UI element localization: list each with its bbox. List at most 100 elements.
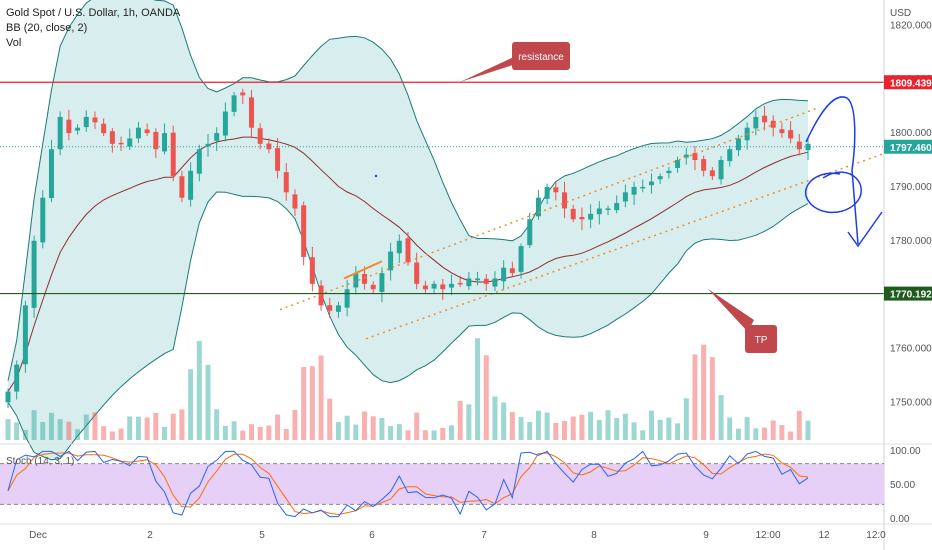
drawing-loop	[805, 171, 862, 214]
candle-body	[40, 197, 46, 243]
time-axis-tick: 2	[147, 530, 153, 541]
volume-bar	[501, 402, 507, 440]
candle-body	[448, 283, 454, 288]
volume-bar	[92, 412, 98, 440]
candle-body	[240, 92, 246, 96]
volume-bar	[205, 364, 211, 440]
stoch-d-line	[7, 452, 809, 516]
resistance-callout-pointer	[460, 56, 516, 82]
volume-bar	[770, 420, 776, 440]
candle-body	[788, 130, 794, 139]
candle-body	[735, 138, 741, 151]
candle-body	[266, 143, 272, 150]
volume-bar	[379, 417, 385, 440]
candle-body	[231, 95, 237, 112]
volume-bar	[457, 400, 463, 440]
volume-bar	[144, 417, 150, 440]
volume-bar	[648, 410, 654, 440]
tp-callout-pointer	[708, 289, 754, 332]
volume-bar	[744, 417, 750, 440]
candle-body	[92, 117, 98, 123]
volume-bar	[309, 366, 315, 440]
candle-body	[779, 129, 785, 134]
volume-bar	[614, 418, 620, 440]
candle-body	[562, 192, 568, 209]
last-price-tag-text: 1797.460	[890, 143, 932, 154]
volume-bar	[14, 422, 20, 440]
volume-bar	[431, 430, 437, 440]
bb-upper-line	[7, 0, 809, 381]
bb-lower-line	[7, 191, 809, 461]
volume-bar	[701, 344, 707, 440]
volume-bar	[692, 354, 698, 440]
candle-body	[109, 131, 115, 144]
candle-body	[214, 133, 220, 141]
candle-body	[431, 283, 437, 289]
stoch-axis-tick: 0.00	[890, 514, 910, 525]
last-price-tag-box	[884, 139, 932, 154]
candle-body	[170, 132, 176, 177]
price-axis-tick: 1800.000	[890, 128, 932, 139]
volume-bar	[483, 355, 489, 440]
volume-bar	[579, 414, 585, 440]
volume-bar	[605, 410, 611, 440]
vol-indicator-label[interactable]: Vol	[6, 37, 22, 49]
stoch-band-fill	[0, 463, 884, 505]
price-axis-tick: 1750.000	[890, 397, 932, 408]
volume-bar	[257, 426, 263, 440]
price-axis-tick: 1760.000	[890, 343, 932, 354]
resistance-price-tag-text: 1809.439	[890, 78, 932, 89]
candle-body	[457, 282, 463, 285]
candle-body	[466, 278, 472, 287]
candle-body	[414, 262, 420, 284]
bb-indicator-label[interactable]: BB (20, close, 2)	[6, 22, 88, 34]
volume-bar	[753, 428, 759, 440]
volume-bar	[127, 416, 133, 440]
volume-bar	[588, 411, 594, 440]
candle-body	[83, 116, 89, 128]
price-axis-tick: 1820.000	[890, 20, 932, 31]
candle-body	[405, 238, 411, 263]
volume-bar	[57, 419, 63, 440]
candle-body	[188, 170, 194, 200]
volume-bar	[266, 425, 272, 440]
candle-body	[640, 186, 646, 189]
volume-bar	[683, 398, 689, 440]
candle-body	[248, 97, 254, 128]
symbol-title[interactable]: Gold Spot / U.S. Dollar, 1h, OANDA	[6, 7, 181, 19]
candle-body	[283, 172, 289, 193]
candle-body	[753, 116, 759, 129]
candle-body	[153, 131, 159, 150]
volume-bar	[344, 415, 350, 440]
volume-bar	[562, 421, 568, 440]
volume-bar	[31, 410, 37, 440]
candle-body	[422, 285, 428, 290]
volume-bar	[22, 430, 28, 440]
volume-bar	[170, 413, 176, 440]
tp-callout-label: TP	[755, 335, 768, 346]
candle-body	[344, 289, 350, 308]
volume-bar	[405, 430, 411, 440]
candle-body	[796, 141, 802, 150]
volume-bar	[327, 398, 333, 440]
candle-body	[118, 142, 124, 145]
volume-bar	[553, 422, 559, 440]
candle-body	[196, 149, 202, 174]
candle-body	[31, 240, 37, 308]
candle-body	[622, 192, 628, 202]
candle-body	[135, 127, 141, 139]
candle-body	[362, 274, 368, 284]
volume-bar	[762, 427, 768, 440]
volume-bar	[370, 416, 376, 440]
volume-bar	[509, 412, 515, 440]
volume-bar	[109, 431, 115, 440]
volume-bar	[414, 412, 420, 440]
bb-fill	[8, 0, 808, 460]
candle-body	[762, 115, 768, 123]
volume-bar	[153, 412, 159, 440]
candle-body	[370, 284, 376, 290]
volume-bar	[518, 417, 524, 440]
candle-body	[553, 187, 559, 193]
